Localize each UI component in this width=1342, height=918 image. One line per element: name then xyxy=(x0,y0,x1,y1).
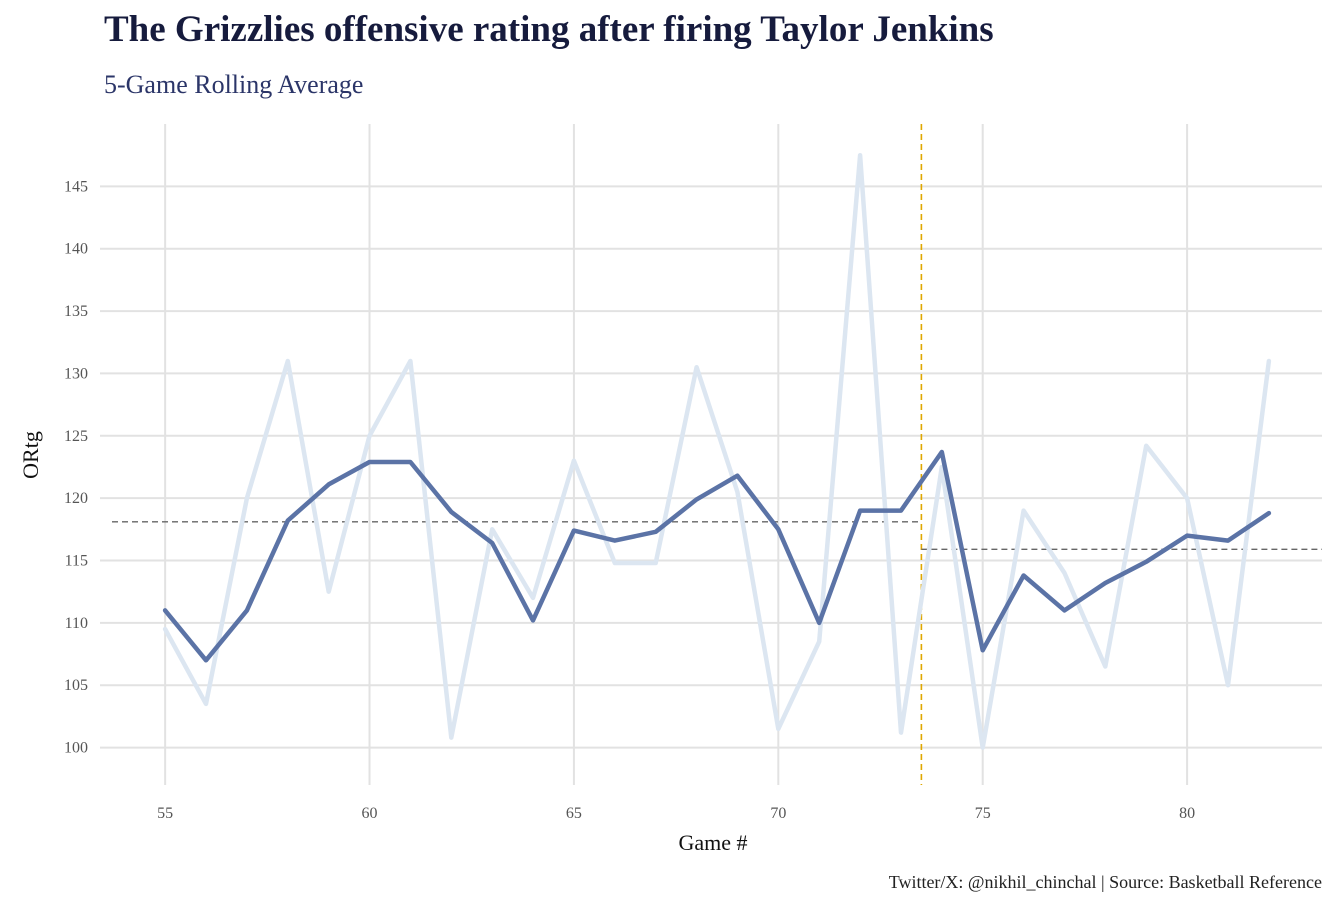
x-tick-label: 80 xyxy=(1179,805,1195,822)
y-tick-label: 140 xyxy=(64,241,88,258)
x-tick-label: 65 xyxy=(566,805,582,822)
y-tick-label: 110 xyxy=(65,615,88,632)
y-tick-label: 125 xyxy=(64,428,88,445)
rolling-average-line xyxy=(162,449,1272,663)
y-tick-label: 135 xyxy=(64,303,88,320)
y-tick-label: 120 xyxy=(64,490,88,507)
source-caption: Twitter/X: @nikhil_chinchal | Source: Ba… xyxy=(888,872,1322,892)
y-tick-label: 130 xyxy=(64,365,88,382)
y-tick-label: 105 xyxy=(64,677,88,694)
chart-subtitle: 5-Game Rolling Average xyxy=(104,70,364,99)
y-tick-label: 100 xyxy=(64,740,88,757)
x-tick-label: 55 xyxy=(157,805,173,822)
y-tick-labels: 100 105 110 115 120 125 130 135 140 145 xyxy=(64,178,88,756)
y-axis-title: ORtg xyxy=(18,431,43,479)
game-rating-line xyxy=(162,152,1272,750)
grid-lines xyxy=(100,124,1322,785)
y-tick-label: 115 xyxy=(65,553,88,570)
x-tick-label: 60 xyxy=(362,805,378,822)
x-tick-label: 75 xyxy=(975,805,991,822)
x-tick-labels: 55 60 65 70 75 80 xyxy=(157,805,1195,822)
y-tick-label: 145 xyxy=(64,178,88,195)
data-lines xyxy=(162,152,1272,750)
x-tick-label: 70 xyxy=(770,805,786,822)
chart-title: The Grizzlies offensive rating after fir… xyxy=(104,9,994,50)
x-axis-title: Game # xyxy=(678,830,747,855)
reference-lines xyxy=(112,124,1322,785)
